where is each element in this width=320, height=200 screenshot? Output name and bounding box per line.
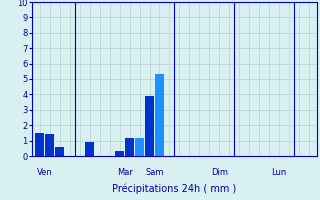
Bar bbox=[155, 74, 164, 156]
Text: Lun: Lun bbox=[271, 168, 287, 177]
Bar bbox=[55, 147, 64, 156]
Bar bbox=[45, 134, 54, 156]
Bar bbox=[115, 151, 124, 156]
Text: Ven: Ven bbox=[37, 168, 53, 177]
Text: Précipitations 24h ( mm ): Précipitations 24h ( mm ) bbox=[112, 184, 236, 194]
Text: Dim: Dim bbox=[211, 168, 228, 177]
Bar bbox=[145, 96, 154, 156]
Bar bbox=[36, 133, 44, 156]
Text: Mar: Mar bbox=[117, 168, 132, 177]
Bar bbox=[85, 142, 94, 156]
Bar bbox=[135, 138, 144, 156]
Bar bbox=[125, 138, 134, 156]
Text: Sam: Sam bbox=[145, 168, 164, 177]
